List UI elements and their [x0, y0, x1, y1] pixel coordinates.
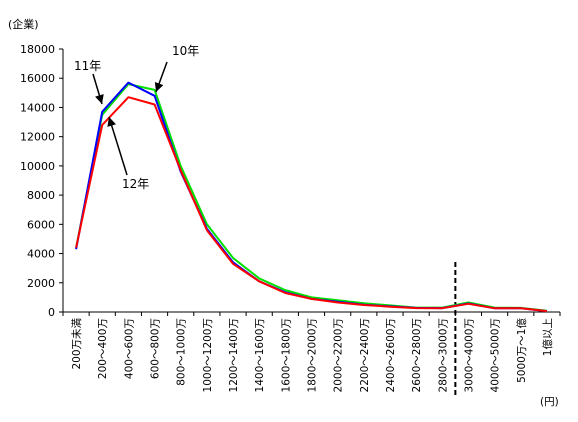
y-tick-label: 14000	[20, 101, 55, 114]
x-category-label: 1600～1800万	[280, 318, 292, 392]
annotation-label: 10年	[172, 44, 199, 58]
y-axis-label: (企業)	[8, 17, 39, 31]
annotation-arrowhead	[95, 94, 104, 104]
annotation-arrow-line	[108, 116, 128, 176]
series-line-3	[75, 96, 548, 313]
x-category-label: 5000万～1億	[515, 318, 528, 383]
annotation-label: 12年	[122, 177, 149, 191]
x-category-label: 2200～2400万	[359, 318, 371, 392]
y-tick-label: 18000	[20, 43, 55, 56]
series-line-2	[75, 81, 548, 313]
y-tick-label: 8000	[27, 189, 55, 202]
x-axis-unit: (円)	[540, 396, 559, 408]
x-category-label: 2400～2600万	[385, 318, 397, 392]
y-tick-label: 10000	[20, 160, 55, 173]
y-tick-label: 6000	[27, 218, 55, 231]
x-category-label: 1000～1200万	[202, 318, 214, 392]
annotation-arrowhead	[154, 82, 164, 92]
x-category-label: 2600～2800万	[411, 318, 423, 392]
x-category-label: 200～400万	[97, 318, 109, 379]
x-category-label: 1400～1600万	[254, 318, 266, 392]
x-category-label: 200万未満	[71, 318, 83, 370]
x-category-label: 3000～4000万	[463, 318, 475, 392]
x-category-label: 2000～2200万	[333, 318, 345, 392]
x-category-label: 1億以上	[541, 318, 554, 356]
x-category-label: 4000～5000万	[490, 318, 502, 392]
annotation-label: 11年	[74, 59, 101, 73]
x-category-label: 2800～3000万	[437, 318, 449, 392]
x-category-label: 1800～2000万	[307, 318, 319, 392]
x-category-label: 600～800万	[150, 318, 162, 379]
x-category-label: 800～1000万	[176, 318, 188, 386]
y-tick-label: 0	[48, 306, 55, 319]
y-tick-label: 4000	[27, 248, 55, 261]
x-category-label: 1200～1400万	[228, 318, 240, 392]
x-category-label: 400～600万	[123, 318, 135, 379]
y-tick-label: 2000	[27, 277, 55, 290]
annotation-arrowhead	[107, 117, 116, 127]
series-line-1	[75, 83, 548, 312]
y-tick-label: 12000	[20, 131, 55, 144]
y-tick-label: 16000	[20, 72, 55, 85]
